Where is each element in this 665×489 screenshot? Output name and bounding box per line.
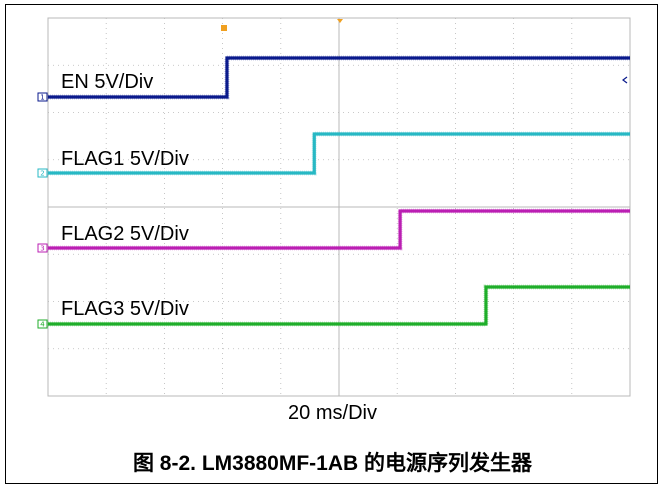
trigger-position-marker — [221, 25, 227, 31]
trace-labels: EN 5V/Div FLAG1 5V/Div FLAG2 5V/Div FLAG3 5… — [61, 71, 189, 320]
graticule — [47, 17, 631, 397]
traces — [48, 55, 630, 327]
channel-marker-number: 2 — [40, 170, 44, 178]
trace-3 — [48, 209, 630, 250]
channel-markers: 1 2 3 4 — [37, 92, 48, 329]
trace-noise — [48, 208, 630, 251]
channel-marker — [37, 243, 48, 253]
channel-marker — [37, 319, 48, 329]
channel-marker-number: 4 — [40, 321, 45, 329]
trace-noise — [48, 55, 630, 100]
channel-marker — [37, 92, 48, 102]
figure-frame — [5, 4, 658, 484]
time-reference-marker — [337, 19, 343, 23]
trace-label: FLAG2 5V/Div — [61, 223, 189, 245]
trace-noise — [48, 284, 630, 327]
channel-marker — [37, 168, 48, 178]
trigger-markers — [221, 19, 628, 84]
trace-label: FLAG3 5V/Div — [61, 298, 189, 320]
trace-label: EN 5V/Div — [61, 71, 153, 93]
trigger-level-marker — [622, 76, 628, 84]
figure-caption: 图 8-2. LM3880MF-1AB 的电源序列发生器 — [132, 452, 533, 475]
channel-marker-number: 1 — [40, 94, 44, 102]
timebase-label: 20 ms/Div — [288, 402, 377, 424]
oscilloscope-plot: EN 5V/Div FLAG1 5V/Div FLAG2 5V/Div FLAG3 5… — [37, 17, 631, 397]
trace-label: FLAG1 5V/Div — [61, 148, 189, 170]
trace-2 — [48, 132, 630, 175]
trace-4 — [48, 285, 630, 326]
trace-1 — [48, 56, 630, 99]
channel-marker-number: 3 — [40, 245, 44, 253]
